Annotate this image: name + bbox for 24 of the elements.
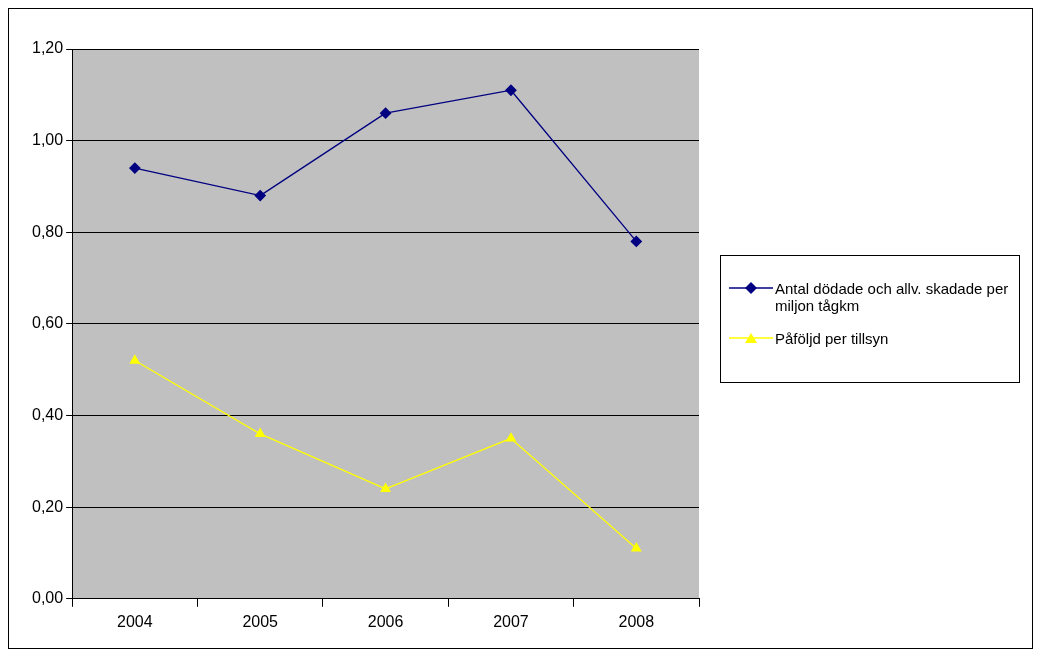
y-tick-label: 1,00 bbox=[32, 131, 64, 149]
legend-label: Antal dödade och allv. skadade per miljon tågkm bbox=[775, 280, 1010, 314]
point bbox=[631, 542, 642, 552]
y-tick-label: 0,40 bbox=[32, 405, 64, 423]
point bbox=[380, 483, 391, 492]
point bbox=[129, 162, 141, 174]
y-tick-label: 0,20 bbox=[32, 497, 64, 515]
point bbox=[630, 235, 642, 248]
x-tick-label: 2004 bbox=[117, 612, 153, 630]
point bbox=[255, 428, 266, 438]
x-tick-label: 2006 bbox=[367, 612, 404, 630]
y-tick-label: 0,00 bbox=[32, 589, 64, 607]
point bbox=[379, 107, 392, 119]
point bbox=[505, 432, 516, 442]
x-tick-label: 2007 bbox=[493, 612, 529, 630]
point bbox=[505, 84, 517, 96]
y-tick-label: 1,20 bbox=[32, 39, 64, 57]
x-tick-label: 2005 bbox=[242, 612, 279, 630]
y-tick-label: 0,60 bbox=[32, 314, 64, 332]
y-tick-label: 0,80 bbox=[32, 222, 64, 240]
point bbox=[254, 189, 266, 202]
legend-label: Påföljd per tillsyn bbox=[775, 330, 889, 347]
point bbox=[129, 354, 140, 364]
x-tick-label: 2008 bbox=[618, 612, 655, 630]
